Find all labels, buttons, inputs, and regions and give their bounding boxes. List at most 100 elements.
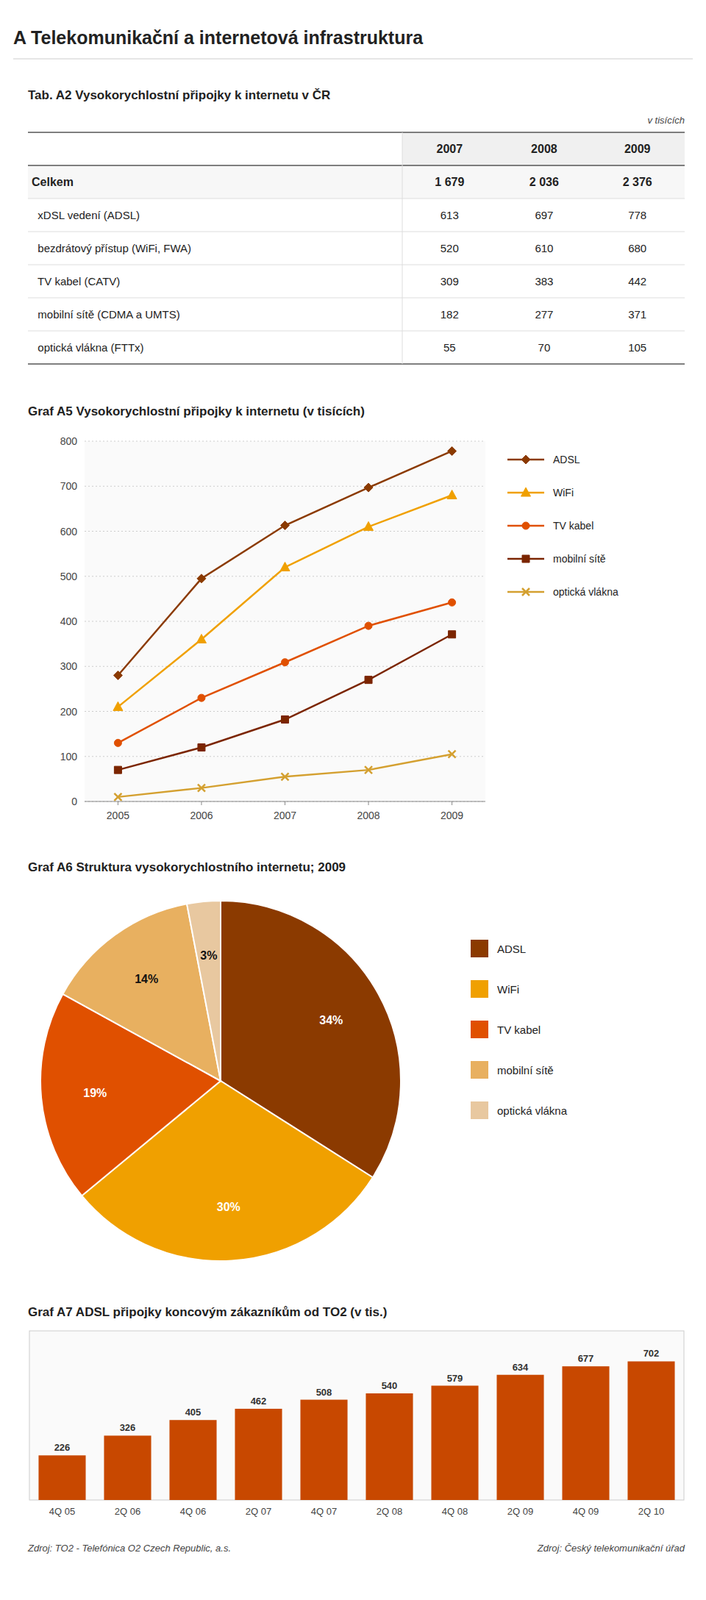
legend-marker [521,487,531,497]
legend-label: ADSL [497,942,526,956]
grid-line [84,575,486,577]
table-subtitle: v tisících [647,114,685,126]
table-row-label: TV kabel (CATV) [31,275,120,288]
bar [627,1361,675,1501]
data-label: 677 [578,1353,595,1365]
grid-line [84,756,486,757]
series-marker [197,784,206,793]
series-marker [113,701,123,711]
bar [496,1375,544,1501]
data-label: 34% [319,1014,343,1027]
series-marker [113,739,122,747]
legend: ADSLWiFiTV kabelmobilní sítěoptická vlák… [507,453,619,598]
table-cell: 610 [534,241,554,255]
legend-marker [522,522,530,530]
x-tick-label: 2006 [189,809,213,822]
table-row-label: optická vlákna (FTTx) [31,341,145,354]
table-rule [27,131,685,134]
series-marker [113,793,122,801]
grid-line [84,530,486,532]
table-cell: 2 376 [622,175,653,189]
data-label: 540 [381,1380,398,1392]
legend-label: WiFi [497,983,520,996]
x-tick-label: 2Q 08 [376,1506,403,1518]
chart-title: Graf A6 Struktura vysokorychlostního int… [27,860,346,875]
y-tick-label: 0 [71,795,78,808]
table-rule [27,363,685,365]
table-column-header: 2009 [624,142,651,156]
table-cell: 105 [628,341,647,354]
legend-label: optická vlákna [497,1104,568,1118]
series-marker [364,766,373,774]
series-marker [197,574,206,584]
data-label: 462 [250,1395,267,1407]
legend-swatch [470,939,489,958]
series-marker [281,658,290,667]
plot-background [84,441,486,802]
page: A Telekomunikační a internetová infrastr… [0,0,706,1600]
series-marker [196,634,206,644]
source-note: Zdroj: Český telekomunikační úřad [536,1542,686,1554]
x-tick-label: 4Q 05 [49,1506,76,1518]
series-line [117,754,452,798]
legend-marker [522,555,530,563]
table-cell: 55 [443,341,456,354]
x-tick [451,801,453,806]
page-title: A Telekomunikační a internetová infrastr… [13,27,424,48]
table-cell: 1 679 [434,175,465,189]
x-tick-label: 2Q 10 [638,1506,665,1518]
series-marker [364,622,373,630]
series-marker [448,598,456,606]
chart-title: Graf A5 Vysokorychlostní připojky k inte… [27,404,365,419]
legend-marker [522,588,530,596]
bar [300,1400,348,1501]
table-cell: 2 036 [529,175,559,189]
table-cell: 613 [440,208,459,222]
bar [103,1435,151,1501]
series-marker [364,521,374,531]
y-tick-label: 400 [60,615,78,628]
bar [234,1409,282,1501]
y-tick-label: 100 [60,750,78,763]
table-separator [27,198,685,200]
bar-chart: Graf A7 ADSL připojky koncovým zákazníků… [27,1305,684,1518]
series-marker [448,630,456,639]
x-tick-label: 2Q 09 [507,1506,534,1518]
data-label: 19% [83,1086,107,1100]
series-marker [364,483,373,492]
series-marker [364,676,373,684]
series-marker [447,490,457,500]
table-column-header: 2007 [436,142,464,156]
table-row-label: Celkem [31,175,74,189]
x-tick-label: 2005 [106,809,130,822]
x-tick-label: 4Q 09 [572,1506,599,1518]
series-marker [447,446,457,456]
pie-slice [186,900,221,1082]
grid-line [84,711,486,712]
legend-label: TV kabel [497,1023,541,1037]
series-line [117,602,452,743]
series-marker [197,744,206,752]
table-cell: 520 [440,241,459,255]
plot-marks [113,446,457,801]
x-tick-label: 2007 [273,809,297,822]
table-title: Tab. A2 Vysokorychlostní připojky k inte… [27,88,331,103]
series-marker [113,671,123,681]
bar [38,1455,86,1501]
x-tick [200,801,202,806]
series-marker [197,694,206,702]
x-tick [117,801,119,806]
series-line [117,450,452,676]
table-separator [27,330,685,332]
table-header-bg [402,132,685,166]
series-line [117,634,452,770]
legend-label: WiFi [553,486,574,499]
data-label: 508 [316,1386,333,1399]
x-tick-label: 4Q 06 [180,1506,206,1518]
x-tick [368,801,370,806]
table-cell: 70 [538,341,551,354]
table-row-label: xDSL vedení (ADSL) [31,208,140,222]
table-column-header: 2008 [530,142,558,156]
legend-label: ADSL [553,453,581,466]
x-tick-label: 4Q 07 [311,1506,337,1518]
